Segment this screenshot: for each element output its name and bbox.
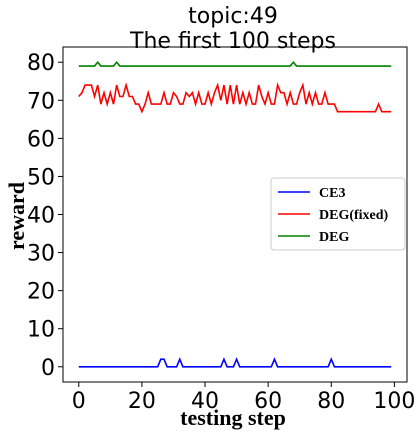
legend-box	[270, 177, 406, 251]
y-tick-label: 80	[27, 51, 55, 76]
chart-title: topic:49	[188, 4, 278, 29]
series-line-deg	[78, 60, 392, 67]
x-tick-label: 80	[317, 389, 345, 414]
legend-entry-label: CE3	[319, 186, 345, 201]
y-tick-label: 60	[27, 127, 55, 152]
x-tick-label: 40	[191, 389, 219, 414]
series-lines	[78, 60, 392, 368]
y-axis: 0 10 20 30 40 50 60 70 80	[27, 51, 63, 381]
x-axis: 0 20 40 60 80 100	[72, 382, 415, 414]
x-tick-label: 0	[72, 389, 86, 414]
y-axis-label: reward	[4, 182, 29, 250]
legend-entry-label: DEG	[319, 230, 349, 245]
series-line-deg-fixed	[78, 82, 392, 114]
y-tick-label: 50	[27, 165, 55, 190]
y-tick-label: 70	[27, 89, 55, 114]
x-tick-label: 60	[254, 389, 282, 414]
legend-entry-label: DEG(fixed)	[319, 208, 389, 223]
legend: CE3 DEG(fixed) DEG	[270, 177, 406, 251]
y-tick-label: 20	[27, 280, 55, 305]
series-line-ce3	[78, 357, 392, 368]
y-tick-label: 10	[27, 318, 55, 343]
chart-subtitle: The first 100 steps	[129, 29, 336, 54]
x-tick-label: 20	[128, 389, 156, 414]
y-tick-label: 0	[41, 356, 55, 381]
x-axis-label: testing step	[180, 405, 286, 430]
x-tick-label: 100	[373, 389, 415, 414]
y-tick-label: 40	[27, 204, 55, 229]
y-tick-label: 30	[27, 242, 55, 267]
